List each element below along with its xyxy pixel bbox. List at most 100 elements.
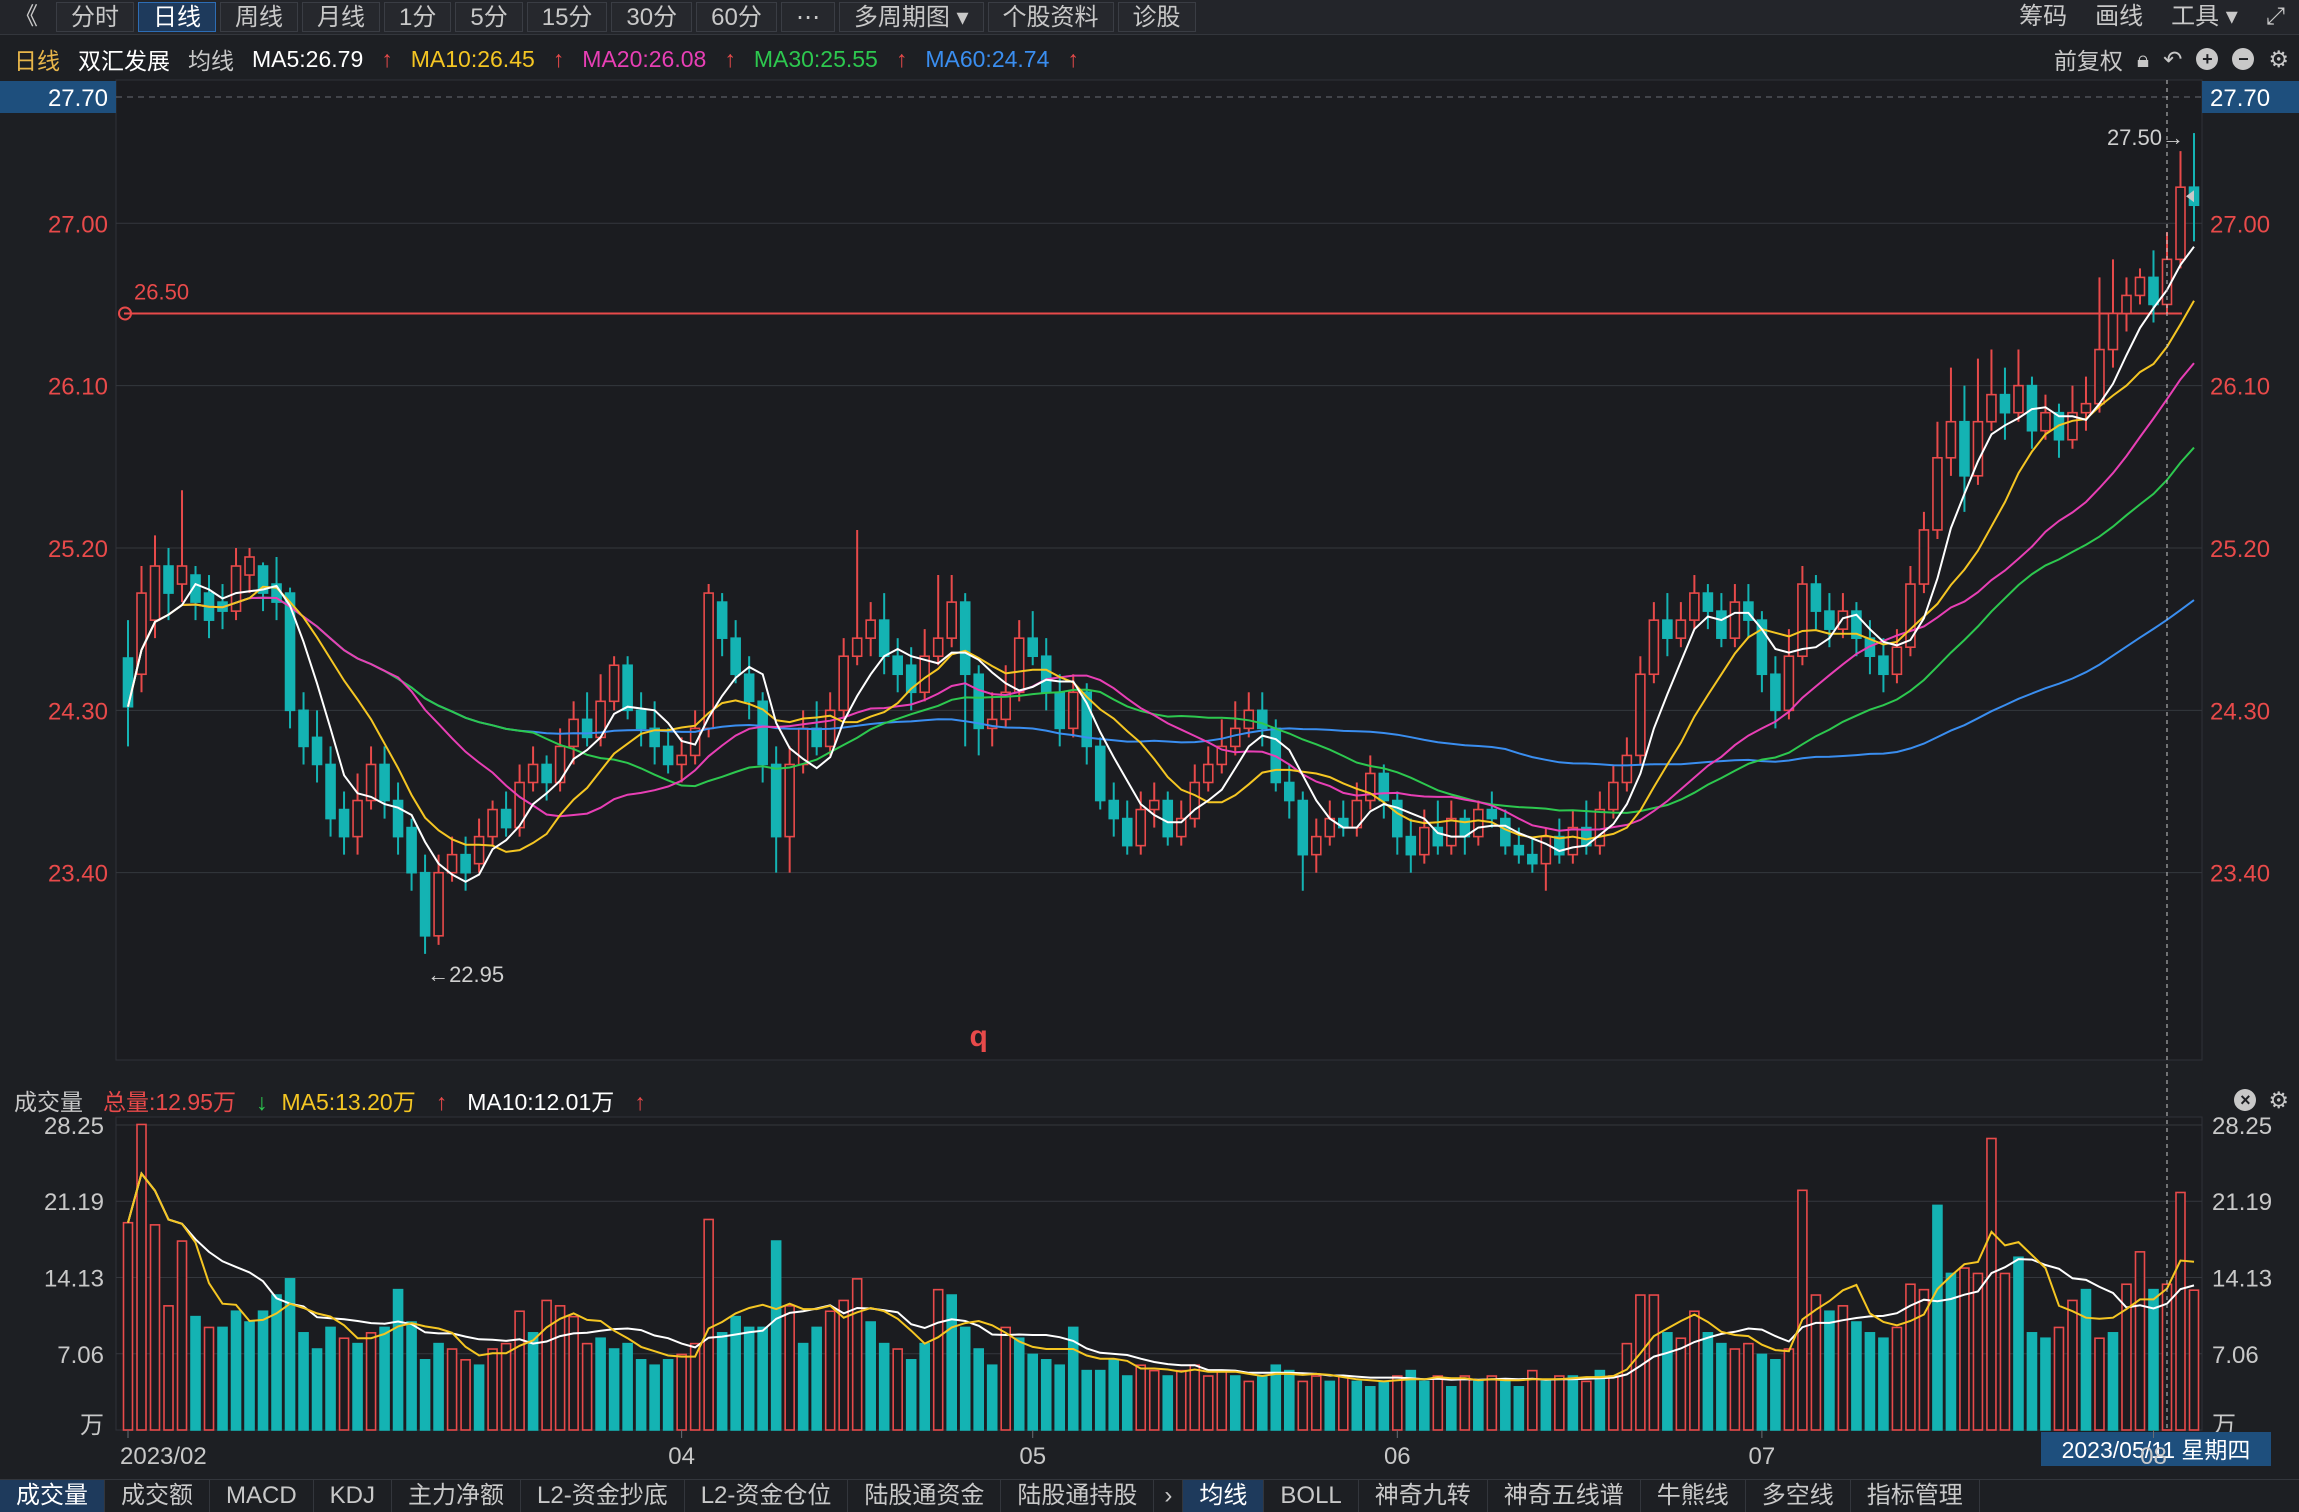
- main-indicator-tab-0[interactable]: 均线: [1183, 1480, 1265, 1512]
- volume-bar: [2094, 1337, 2105, 1431]
- volume-bar: [878, 1342, 890, 1431]
- candle-body: [946, 601, 957, 639]
- volume-bar: [838, 1299, 849, 1431]
- tab-2[interactable]: 周线: [220, 2, 298, 32]
- candle-body: [1527, 853, 1538, 865]
- zoom-out-icon[interactable]: −: [2232, 48, 2255, 70]
- volume-bar: [1527, 1369, 1538, 1431]
- volume-bar: [595, 1337, 606, 1431]
- volume-bar: [757, 1326, 768, 1431]
- x-month-label: 04: [668, 1443, 695, 1470]
- tab-4[interactable]: 1分: [384, 2, 452, 32]
- candle-body: [2134, 276, 2146, 297]
- volume-bar: [1446, 1386, 1457, 1431]
- candle-body: [284, 592, 296, 712]
- volume-bar: [743, 1326, 755, 1431]
- volume-bar: [217, 1326, 228, 1431]
- sub-indicator-tab-8[interactable]: 陆股通持股: [1001, 1480, 1155, 1512]
- volume-bar: [932, 1288, 944, 1431]
- toolbar-right-item-1[interactable]: 画线: [2095, 3, 2144, 30]
- volume-title[interactable]: 成交量: [14, 1089, 83, 1115]
- candle-body: [838, 655, 849, 712]
- undo-icon[interactable]: ↶: [2163, 45, 2183, 72]
- tab-1[interactable]: 日线: [138, 2, 216, 32]
- x-month-label: 08: [2140, 1443, 2167, 1470]
- tab-11[interactable]: 个股资料: [987, 2, 1114, 32]
- sub-indicator-tab-0[interactable]: 成交量: [0, 1480, 105, 1512]
- candle-body: [1635, 673, 1646, 757]
- sub-indicator-tab-3[interactable]: KDJ: [314, 1480, 393, 1512]
- volume-bar: [1918, 1288, 1930, 1431]
- candle-body: [2175, 186, 2186, 261]
- zoom-in-icon[interactable]: +: [2196, 48, 2219, 70]
- candle-body: [2121, 294, 2132, 315]
- candle-body: [298, 709, 309, 748]
- sub-indicator-tab-4[interactable]: 主力净额: [392, 1480, 522, 1512]
- sub-indicator-tab-7[interactable]: 陆股通资金: [848, 1480, 1002, 1512]
- candle-body: [2013, 384, 2024, 414]
- tab-3[interactable]: 月线: [302, 2, 380, 32]
- indicator-name[interactable]: 均线: [188, 48, 234, 74]
- volume-bar: [1432, 1375, 1444, 1431]
- volume-bar: [1135, 1364, 1147, 1431]
- tab-9[interactable]: ⋯: [780, 2, 835, 32]
- main-indicator-tab-4[interactable]: 牛熊线: [1641, 1480, 1746, 1512]
- volume-bar: [1283, 1369, 1295, 1431]
- volume-bar: [2026, 1332, 2038, 1431]
- ma10-value: MA10:26.45 ↑: [410, 45, 565, 72]
- tab-6[interactable]: 15分: [526, 2, 608, 32]
- candle-body: [1121, 817, 1133, 847]
- back-icon[interactable]: 《: [14, 3, 38, 30]
- candle-body: [662, 745, 674, 766]
- volume-bar: [1351, 1380, 1363, 1431]
- tab-12[interactable]: 诊股: [1117, 2, 1196, 32]
- main-indicator-tab-1[interactable]: BOLL: [1264, 1480, 1359, 1512]
- main-indicator-tab-5[interactable]: 多空线: [1746, 1480, 1851, 1512]
- main-indicator-tab-3[interactable]: 神奇五线谱: [1488, 1480, 1641, 1512]
- high-price-label: 27.50→: [2107, 125, 2184, 150]
- chevron-right-icon[interactable]: ›: [1154, 1480, 1184, 1512]
- tab-7[interactable]: 30分: [611, 2, 693, 32]
- expand-icon[interactable]: ⤢: [2265, 3, 2285, 30]
- close-icon[interactable]: ×: [2234, 1089, 2257, 1111]
- lock-icon[interactable]: 🔒︎: [2136, 45, 2150, 72]
- candle-body: [1770, 673, 1781, 712]
- volume-gear-icon[interactable]: ⚙: [2268, 1086, 2289, 1113]
- candle-body: [1513, 844, 1525, 856]
- candle-body: [1905, 583, 1916, 648]
- volume-bar: [2053, 1326, 2065, 1431]
- candle-body: [1310, 835, 1322, 856]
- price-tick-label-right: 26.10: [2210, 374, 2270, 401]
- sub-indicator-tab-2[interactable]: MACD: [210, 1480, 314, 1512]
- sub-indicator-tab-1[interactable]: 成交额: [105, 1480, 210, 1512]
- candle-body: [1621, 754, 1633, 784]
- toolbar-right-item-0[interactable]: 筹码: [2019, 3, 2068, 30]
- volume-total: 总量:12.95万 ↓: [103, 1089, 268, 1115]
- price-tick-label-left: 25.20: [48, 536, 108, 563]
- volume-bar: [379, 1326, 390, 1431]
- sub-indicator-tab-5[interactable]: L2-资金抄底: [521, 1480, 685, 1512]
- volume-bar: [865, 1321, 876, 1431]
- main-indicator-tab-6[interactable]: 指标管理: [1851, 1480, 1980, 1512]
- candle-body: [1743, 601, 1754, 621]
- tab-5[interactable]: 5分: [455, 2, 523, 32]
- gear-icon[interactable]: ⚙: [2268, 45, 2289, 72]
- candle-body: [514, 781, 525, 829]
- tab-8[interactable]: 60分: [696, 2, 777, 32]
- candle-body: [1283, 781, 1295, 802]
- candle-body: [122, 657, 134, 708]
- sub-indicator-tab-6[interactable]: L2-资金仓位: [685, 1480, 849, 1512]
- tab-10[interactable]: 多周期图 ▾: [838, 2, 984, 32]
- volume-bar: [446, 1348, 458, 1431]
- toolbar-right-item-2[interactable]: 工具 ▾: [2171, 3, 2238, 30]
- adjust-mode[interactable]: 前复权: [2053, 48, 2123, 74]
- candle-body: [1932, 456, 1943, 531]
- candle-body: [905, 664, 917, 694]
- stock-name[interactable]: 双汇发展: [78, 48, 170, 74]
- volume-bar: [1932, 1204, 1943, 1431]
- main-indicator-tab-2[interactable]: 神奇九转: [1359, 1480, 1488, 1512]
- candle-body: [176, 565, 188, 585]
- tab-0[interactable]: 分时: [56, 2, 134, 32]
- stock-chart[interactable]: 27.70 27.70 27.00 27.00 26.10 26.10 25.20 25.20…: [0, 0, 2299, 1479]
- volume-bar: [541, 1299, 552, 1431]
